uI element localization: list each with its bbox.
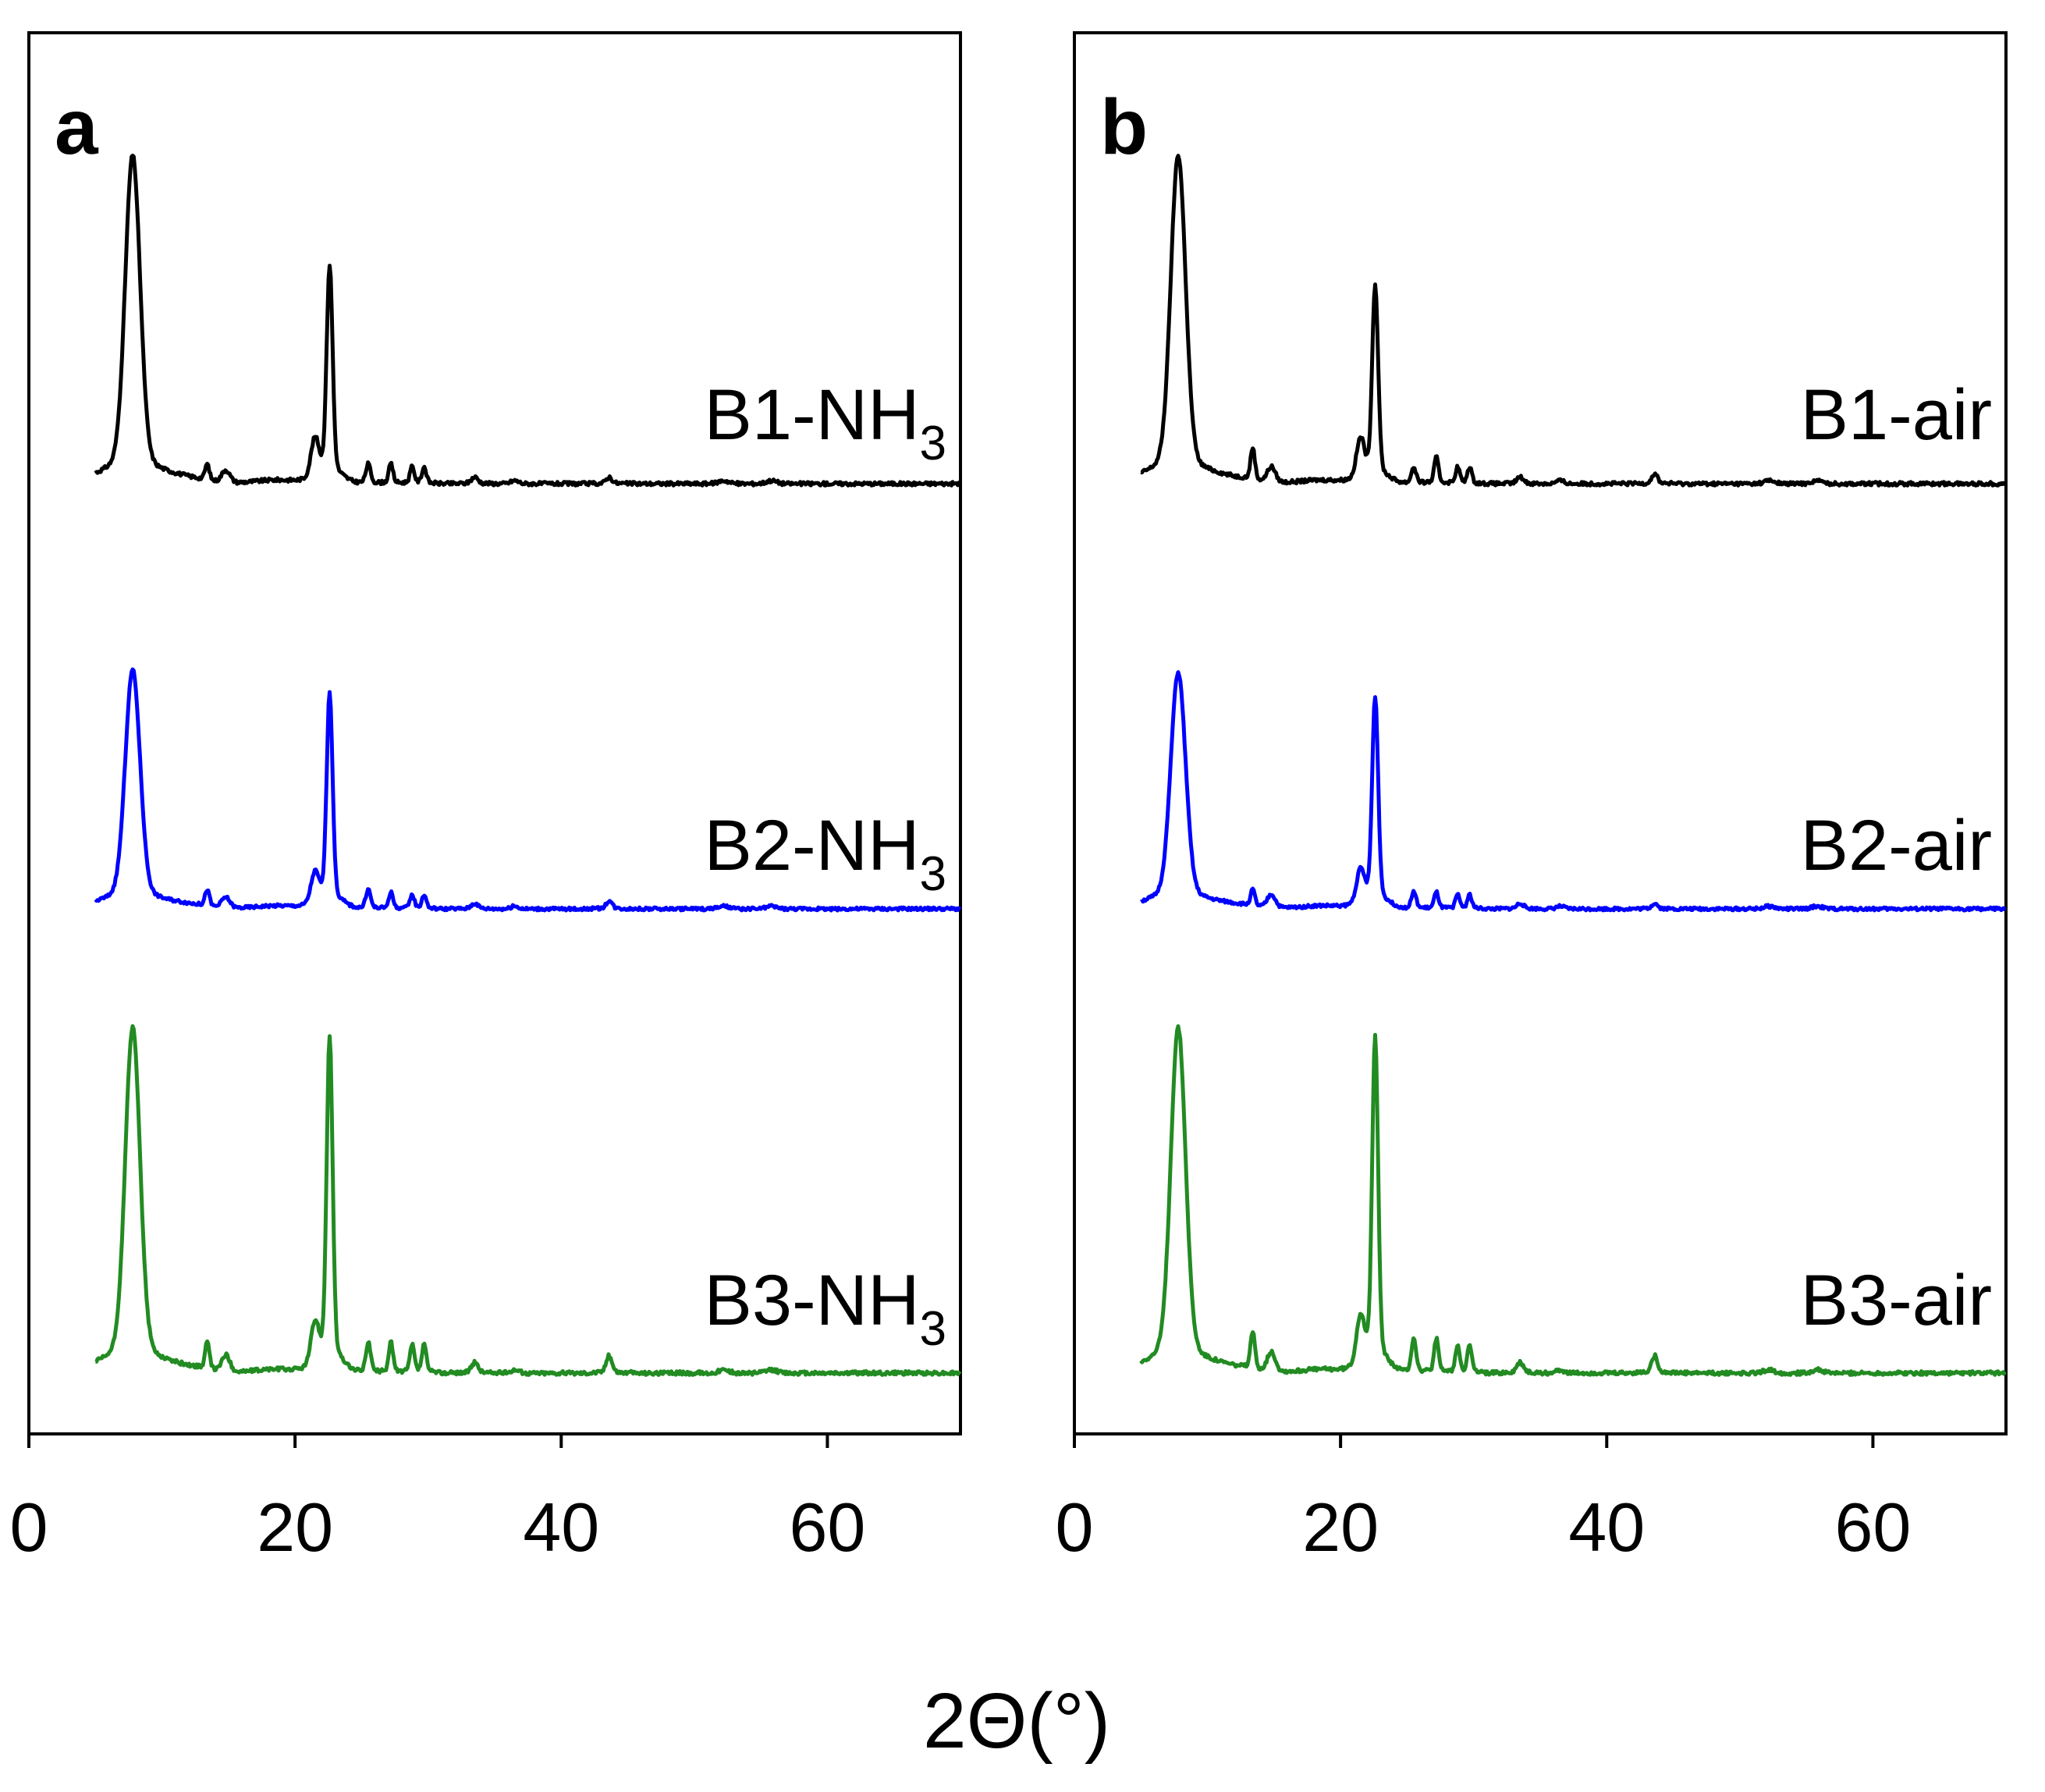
- series-label-B2-NH3: B2-NH3: [704, 806, 946, 901]
- x-tick-label: 40: [1568, 1489, 1645, 1566]
- x-tick-label: 0: [1056, 1489, 1094, 1566]
- series-line-B1-air: [1140, 154, 2007, 488]
- series-label-B3-NH3: B3-NH3: [704, 1261, 946, 1356]
- panel-letter: b: [1100, 83, 1148, 171]
- series-line-B3-NH3: [94, 1024, 962, 1377]
- x-axis-title: 2Θ(°): [923, 1677, 1110, 1765]
- series-label-B1-air: B1-air: [1801, 375, 1992, 455]
- panel-letter: a: [55, 83, 99, 171]
- series-label-B3-air: B3-air: [1801, 1261, 1992, 1340]
- x-tick-label: 60: [789, 1489, 865, 1566]
- series-line-B2-NH3: [94, 667, 962, 913]
- panel-a: 0 20 40 60 a B1-NH3 B2-NH3 B3-NH3: [10, 31, 962, 1566]
- x-tick-label: 20: [257, 1489, 333, 1566]
- x-tick-label: 20: [1302, 1489, 1379, 1566]
- panel-b: 0 20 40 60 b B1-air B2-air B3-air: [1056, 31, 2008, 1566]
- x-tick-label: 60: [1834, 1489, 1911, 1566]
- series-label-B1-NH3: B1-NH3: [704, 375, 946, 470]
- plot-frame: [1073, 31, 2008, 1435]
- x-tick-label: 40: [523, 1489, 599, 1566]
- series-line-B2-air: [1140, 670, 2007, 913]
- series-line-B1-NH3: [94, 154, 962, 488]
- x-tick-label: 0: [10, 1489, 48, 1566]
- series-line-B3-air: [1139, 1024, 2007, 1377]
- plot-frame: [27, 31, 962, 1435]
- series-label-B2-air: B2-air: [1801, 806, 1992, 885]
